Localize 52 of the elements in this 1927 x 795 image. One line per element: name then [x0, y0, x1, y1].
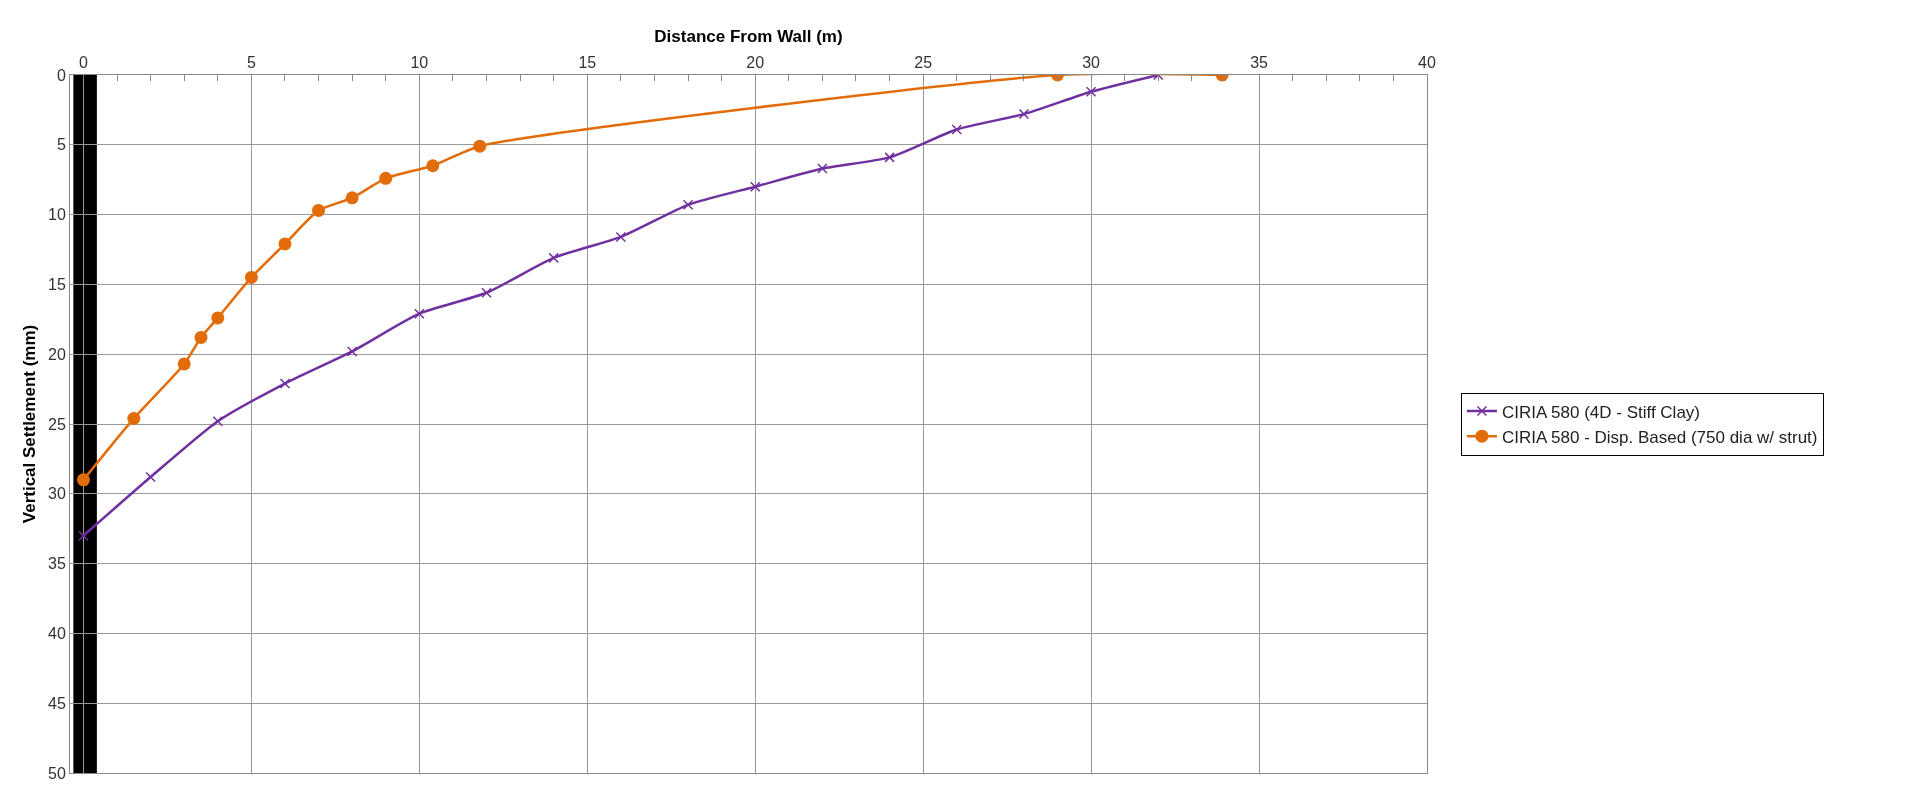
y-tick-label: 25 [48, 415, 66, 433]
y-tick-label: 5 [56, 136, 66, 154]
x-axis-title: Distance From Wall (m) [654, 27, 843, 47]
y-tick-label: 50 [48, 764, 66, 782]
y-tick-label: 40 [48, 625, 66, 642]
x-tick-label: 20 [746, 53, 765, 71]
legend-label: CIRIA 580 (4D - Stiff Clay) [1501, 402, 1701, 422]
point [817, 163, 828, 174]
point [473, 139, 487, 153]
legend-label: CIRIA 580 - Disp. Based (750 dia w/ strut) [1501, 427, 1818, 447]
point [244, 270, 258, 284]
x-tick-label: 10 [410, 53, 429, 71]
point [346, 346, 358, 357]
y-tick-label: 20 [48, 345, 66, 363]
point [194, 330, 208, 344]
x-tick-label: 35 [1250, 53, 1269, 71]
y-axis-title: Vertical Settlement (mm) [19, 324, 39, 524]
point [312, 203, 326, 217]
point [345, 191, 359, 205]
point [1085, 86, 1097, 97]
point [78, 530, 89, 541]
y-tick-label: 15 [48, 276, 66, 293]
point [279, 378, 291, 389]
point [749, 181, 761, 192]
point [1018, 108, 1030, 120]
point [615, 231, 627, 243]
point [951, 124, 962, 135]
y-tick-label: 10 [48, 206, 66, 224]
point [682, 199, 694, 211]
point [145, 471, 156, 483]
point [211, 311, 225, 325]
y-tick-label: 35 [48, 555, 66, 573]
x-tick-label: 40 [1418, 53, 1436, 71]
x-tick-label: 30 [1082, 53, 1101, 71]
point [548, 252, 559, 264]
x-tick-label: 25 [914, 53, 933, 71]
point [884, 152, 895, 163]
point [177, 357, 191, 371]
point [481, 287, 492, 299]
x-tick-label: 5 [246, 53, 256, 71]
point [212, 415, 224, 427]
point [414, 308, 425, 319]
x-tick-label: 0 [78, 53, 88, 71]
point [379, 171, 393, 185]
point [278, 237, 292, 251]
y-tick-label: 30 [48, 485, 66, 503]
point [127, 411, 141, 425]
point [426, 159, 440, 173]
point [76, 473, 90, 487]
y-tick-label: 45 [48, 694, 66, 712]
y-tick-label: 0 [56, 66, 66, 84]
x-tick-label: 15 [578, 53, 597, 71]
